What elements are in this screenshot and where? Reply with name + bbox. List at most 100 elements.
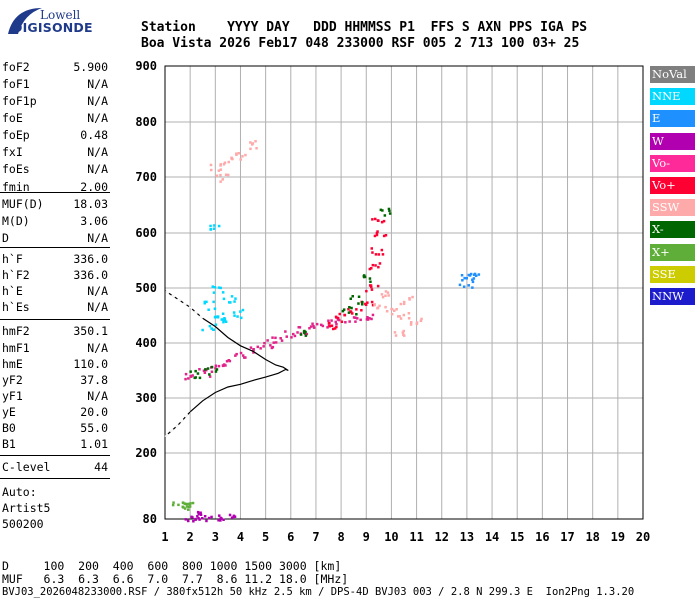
param-row-19: yF1 N/A bbox=[2, 389, 108, 404]
x-tick-label: 11 bbox=[409, 530, 423, 544]
echo-point-1-7 bbox=[373, 234, 377, 238]
echo-point-1-5 bbox=[368, 267, 372, 271]
echo-point-2-1 bbox=[208, 373, 211, 376]
echo-point-7-3 bbox=[232, 515, 235, 519]
param-row-17: hmE 110.0 bbox=[2, 357, 108, 372]
echo-point-4-3 bbox=[211, 285, 214, 288]
echo-point-4-4 bbox=[233, 314, 236, 317]
echo-point-0-9 bbox=[308, 327, 311, 330]
echo-point-2-2 bbox=[304, 334, 308, 337]
echo-point-2-3 bbox=[350, 306, 353, 310]
echo-point-2-3 bbox=[342, 308, 346, 311]
echo-point-1-6 bbox=[377, 253, 381, 256]
echo-point-5-0 bbox=[471, 280, 475, 284]
echo-point-1-6 bbox=[370, 247, 373, 250]
echo-point-4-6 bbox=[223, 319, 226, 322]
y-tick-label: 80 bbox=[143, 512, 157, 526]
echo-point-1-8 bbox=[376, 219, 380, 222]
echo-point-8-2 bbox=[183, 502, 186, 505]
echo-point-2-4 bbox=[357, 295, 361, 298]
echo-point-0-3 bbox=[225, 360, 229, 363]
echo-point-2-6 bbox=[369, 280, 372, 283]
echo-point-4-4 bbox=[232, 311, 236, 314]
param-row-11: h`F 336.0 bbox=[2, 252, 108, 267]
param-key: h`F bbox=[2, 252, 23, 266]
echo-point-7-4 bbox=[191, 516, 194, 519]
echo-point-2-5 bbox=[387, 207, 391, 211]
echo-point-7-2 bbox=[210, 515, 213, 519]
echo-point-8-1 bbox=[182, 501, 185, 505]
echo-point-0-4 bbox=[239, 351, 243, 355]
echo-point-7-3 bbox=[230, 516, 234, 519]
param-row-12: h`F2 336.0 bbox=[2, 268, 108, 283]
param-value: N/A bbox=[87, 300, 108, 314]
legend-item-ssw: SSW bbox=[650, 199, 695, 217]
echo-point-5-0 bbox=[460, 274, 464, 277]
echo-point-8-1 bbox=[187, 505, 191, 509]
echo-point-1-5 bbox=[378, 262, 382, 265]
echo-point-2-5 bbox=[381, 209, 384, 212]
param-value: 110.0 bbox=[73, 357, 108, 371]
echo-point-3-2 bbox=[407, 312, 411, 315]
echo-point-1-7 bbox=[382, 234, 386, 238]
echo-point-0-10 bbox=[315, 322, 319, 326]
echo-point-1-0 bbox=[335, 325, 338, 329]
param-value: 336.0 bbox=[73, 252, 108, 266]
echo-point-4-7 bbox=[209, 228, 212, 231]
echo-point-1-4 bbox=[370, 285, 373, 289]
y-tick-label: 700 bbox=[135, 170, 157, 184]
param-key: h`E bbox=[2, 284, 23, 298]
echo-point-8-0 bbox=[177, 503, 180, 507]
auto-label: Auto: bbox=[2, 485, 37, 499]
param-value: N/A bbox=[87, 341, 108, 355]
echo-point-0-0 bbox=[184, 372, 188, 376]
auto-artist: Artist5 bbox=[2, 501, 51, 515]
echo-point-3-4 bbox=[393, 331, 397, 334]
echo-point-7-1 bbox=[199, 513, 203, 516]
param-value: 0.48 bbox=[80, 128, 108, 142]
x-tick-label: 3 bbox=[212, 530, 219, 544]
echo-point-5-2 bbox=[461, 279, 464, 282]
echo-point-3-5 bbox=[386, 291, 390, 294]
param-row-10: D N/A bbox=[2, 231, 108, 246]
echo-point-3-2 bbox=[399, 317, 403, 320]
echo-point-4-3 bbox=[213, 286, 217, 289]
echo-point-5-2 bbox=[471, 286, 474, 289]
legend-item-e: E bbox=[650, 110, 695, 128]
echo-point-0-5 bbox=[252, 348, 255, 351]
echo-point-0-1 bbox=[208, 375, 212, 378]
y-tick-label: 900 bbox=[135, 59, 157, 73]
echo-point-7-1 bbox=[198, 518, 201, 521]
echo-point-3-0 bbox=[373, 303, 376, 307]
echo-point-0-11 bbox=[327, 319, 330, 322]
echo-point-4-1 bbox=[213, 316, 217, 319]
echo-point-1-2 bbox=[355, 308, 358, 311]
echo-point-3-2 bbox=[398, 315, 401, 318]
param-value: 44 bbox=[94, 460, 108, 474]
echo-point-0-6 bbox=[266, 339, 269, 342]
echo-point-1-4 bbox=[370, 288, 374, 291]
header-values: Boa Vista 2026 Feb17 048 233000 RSF 005 … bbox=[141, 36, 580, 51]
echo-point-1-7 bbox=[375, 233, 379, 237]
echo-point-2-2 bbox=[303, 329, 306, 333]
echo-point-7-4 bbox=[196, 510, 200, 514]
param-key: yE bbox=[2, 405, 16, 419]
echo-point-0-11 bbox=[326, 326, 329, 329]
echo-point-1-0 bbox=[330, 324, 334, 327]
echo-point-6-1 bbox=[222, 163, 226, 166]
echo-point-0-10 bbox=[312, 324, 315, 328]
echo-point-0-12 bbox=[335, 322, 338, 326]
param-divider bbox=[0, 455, 110, 456]
param-key: fxI bbox=[2, 145, 23, 159]
echo-point-3-5 bbox=[380, 293, 384, 296]
param-key: fmin bbox=[2, 180, 30, 194]
echo-point-6-4 bbox=[224, 173, 228, 176]
param-value: 350.1 bbox=[73, 324, 108, 338]
echo-point-7-0 bbox=[184, 518, 187, 521]
y-tick-label: 500 bbox=[135, 281, 157, 295]
echo-point-2-1 bbox=[210, 365, 214, 369]
legend-item-nnw: NNW bbox=[650, 288, 695, 305]
echo-point-0-10 bbox=[311, 322, 314, 325]
x-tick-label: 1 bbox=[161, 530, 168, 544]
x-tick-label: 19 bbox=[611, 530, 625, 544]
